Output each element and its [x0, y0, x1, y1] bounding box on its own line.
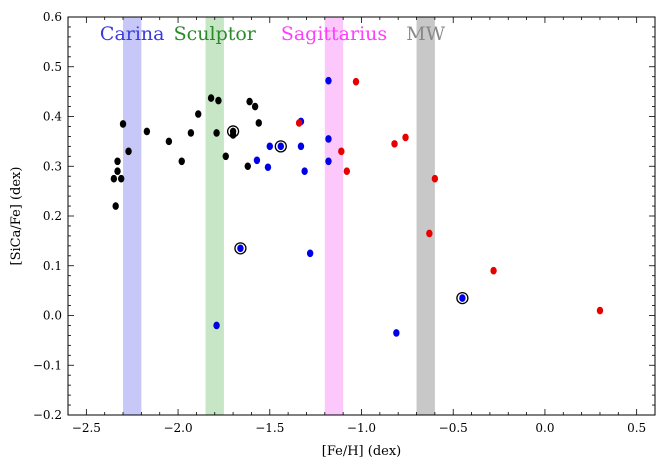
data-point — [207, 94, 215, 102]
x-axis-label: [Fe/H] (dex) — [322, 444, 402, 459]
data-point — [125, 147, 132, 156]
data-point — [325, 135, 332, 143]
highlight-ring — [274, 140, 287, 153]
data-point — [178, 157, 185, 166]
x-tick-label: −2.0 — [163, 421, 192, 435]
x-axis-ticks: −2.5 −2.0 −1.5 −1.0 −0.5 0.0 0.5 — [67, 17, 656, 435]
data-point — [338, 147, 345, 156]
data-point — [352, 77, 360, 86]
band-mw — [416, 17, 435, 415]
data-point — [325, 157, 332, 166]
data-point — [165, 137, 173, 146]
band-label-sculptor: Sculptor — [174, 23, 257, 45]
data-point — [110, 174, 118, 183]
band-labels: Carina Sculptor Sagittarius MW — [100, 23, 446, 45]
data-point — [255, 119, 262, 127]
y-tick-label: 0.5 — [43, 60, 62, 74]
highlight-ring — [456, 291, 469, 305]
data-point — [213, 321, 220, 330]
data-point — [325, 76, 332, 85]
y-tick-label: −0.1 — [33, 358, 62, 372]
x-tick-label: 0.0 — [535, 421, 554, 435]
y-tick-label: 0.0 — [43, 309, 62, 323]
data-point — [297, 142, 305, 151]
data-point — [237, 244, 244, 253]
y-tick-label: 0.3 — [43, 159, 62, 173]
y-tick-label: 0.6 — [43, 10, 62, 24]
x-tick-label: 0.5 — [627, 421, 646, 435]
data-point — [213, 129, 220, 137]
data-point — [490, 266, 497, 275]
band-label-sagittarius: Sagittarius — [281, 23, 387, 45]
highlight-ring — [234, 242, 247, 255]
data-point — [266, 142, 273, 151]
band-sculptor — [205, 17, 224, 415]
band-carina — [123, 17, 142, 415]
data-point — [244, 162, 251, 171]
data-point — [402, 133, 409, 142]
data-point — [295, 119, 303, 127]
y-tick-label: −0.2 — [33, 408, 62, 422]
data-point — [391, 140, 398, 148]
y-tick-label: 0.1 — [43, 259, 62, 273]
x-tick-label: −1.5 — [255, 421, 284, 435]
data-point — [426, 229, 433, 238]
data-point — [222, 152, 229, 161]
data-point — [343, 167, 351, 176]
data-point — [117, 174, 125, 183]
plot-frame — [67, 16, 656, 416]
data-point — [143, 127, 151, 136]
x-tick-label: −2.5 — [72, 421, 101, 435]
band-label-carina: Carina — [100, 23, 165, 45]
band-layer — [123, 17, 435, 415]
x-tick-label: −0.5 — [439, 421, 468, 435]
y-tick-label: 0.2 — [43, 209, 62, 223]
data-point — [459, 294, 466, 302]
band-sagittarius — [324, 17, 344, 415]
data-point — [393, 329, 400, 337]
data-point — [596, 306, 604, 315]
data-point — [306, 249, 314, 258]
data-point — [431, 174, 439, 183]
data-point — [277, 142, 284, 151]
points-layer — [110, 76, 604, 337]
data-point — [114, 157, 121, 166]
band-label-mw: MW — [406, 23, 445, 45]
data-point — [264, 163, 272, 172]
x-tick-label: −1.0 — [347, 421, 376, 435]
data-point — [114, 167, 121, 176]
data-point — [229, 131, 237, 139]
y-axis-ticks: −0.2 −0.1 0.0 0.1 0.2 0.3 0.4 0.5 0.6 — [33, 10, 655, 422]
data-point — [253, 156, 261, 165]
y-axis-label: [SiCa/Fe] (dex) — [9, 167, 24, 266]
data-point — [195, 110, 202, 118]
data-point — [215, 96, 222, 105]
data-point — [301, 167, 308, 176]
data-point — [187, 129, 195, 137]
data-point — [251, 102, 259, 111]
data-point — [112, 202, 119, 210]
data-point — [246, 97, 253, 106]
data-point — [119, 120, 127, 128]
y-tick-label: 0.4 — [43, 110, 62, 124]
